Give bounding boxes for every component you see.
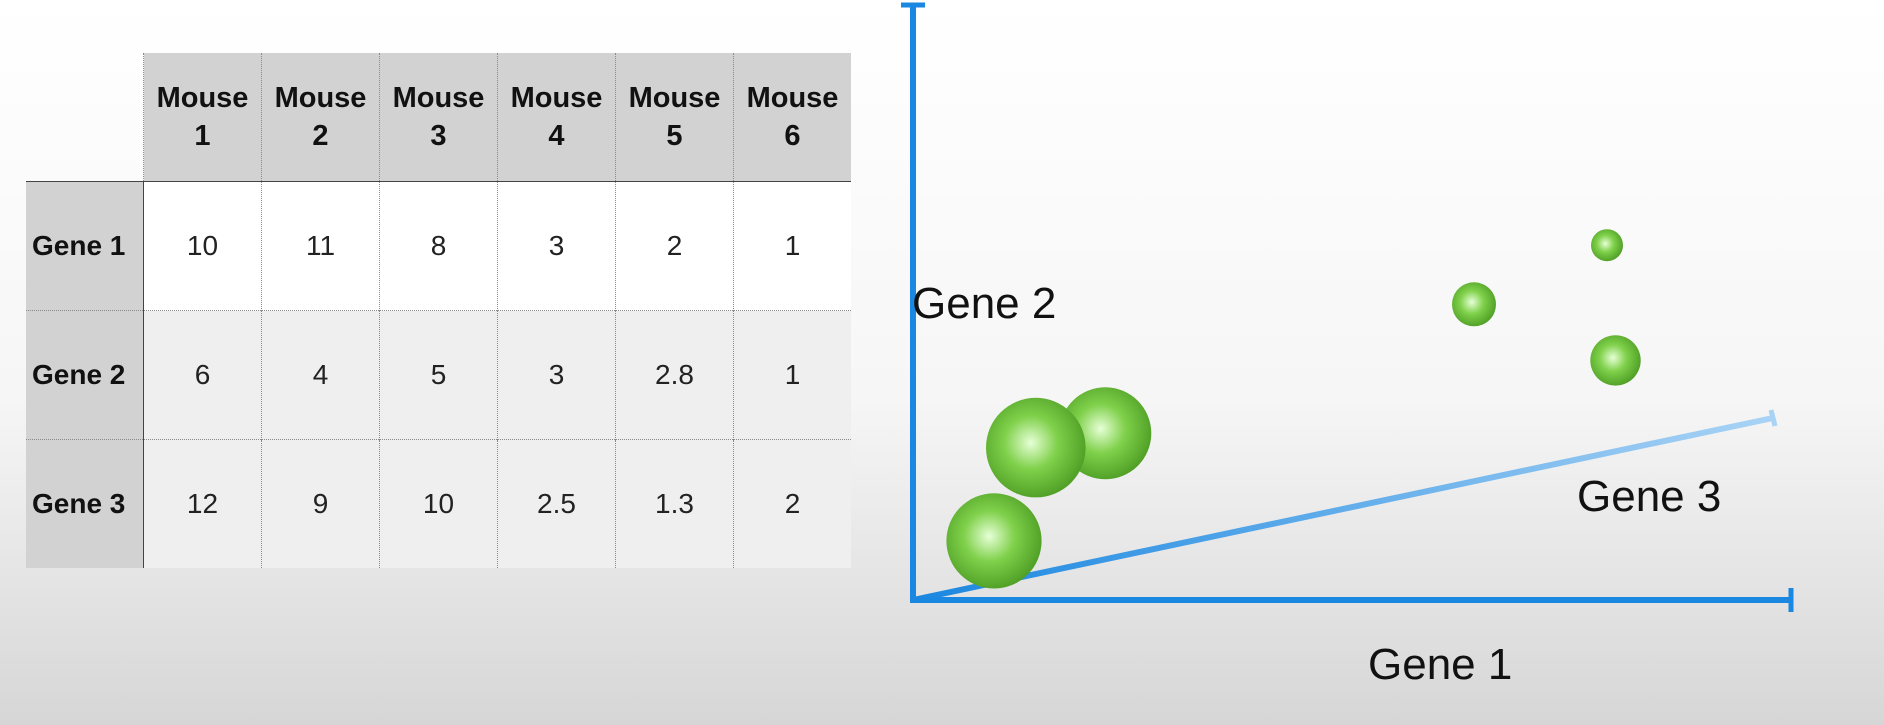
row-header-gene-1: Gene 1 <box>26 181 144 311</box>
table-cell: 1.3 <box>615 439 734 568</box>
table-cell: 3 <box>497 310 616 440</box>
table-cell: 1 <box>733 310 851 440</box>
table-cell: 5 <box>379 310 498 440</box>
points-group <box>946 229 1641 589</box>
z-axis-end-cap <box>1768 409 1778 427</box>
table-cell: 3 <box>497 181 616 311</box>
table-row-gene-3: Gene 3 12 9 10 2.5 1.3 2 <box>26 439 851 568</box>
table-cell: 9 <box>261 439 380 568</box>
table-row-gene-1: Gene 1 10 11 8 3 2 1 <box>26 181 851 311</box>
table-cell: 6 <box>143 310 262 440</box>
table-cell: 2.5 <box>497 439 616 568</box>
column-header-mouse-6: Mouse 6 <box>733 53 851 182</box>
y-axis-label: Gene 2 <box>912 279 1056 328</box>
mouse-2-point <box>1590 335 1641 386</box>
mouse-3-point <box>1452 282 1496 327</box>
table-cell: 1 <box>733 181 851 311</box>
table-cell: 10 <box>379 439 498 568</box>
column-header-mouse-4: Mouse 4 <box>497 53 616 182</box>
column-header-mouse-2: Mouse 2 <box>261 53 380 182</box>
row-header-gene-2: Gene 2 <box>26 310 144 440</box>
table-row-gene-2: Gene 2 6 4 5 3 2.8 1 <box>26 310 851 440</box>
row-header-gene-3: Gene 3 <box>26 439 144 568</box>
table-corner <box>26 53 144 182</box>
mouse-6-point <box>946 493 1042 589</box>
table-cell: 10 <box>143 181 262 311</box>
expression-table-container: Mouse 1 Mouse 2 Mouse 3 Mouse 4 Mouse 5 Mouse… <box>26 53 851 568</box>
table-cell: 8 <box>379 181 498 311</box>
z-axis-line <box>912 415 1774 603</box>
column-header-mouse-5: Mouse 5 <box>615 53 734 182</box>
gene-expression-table: Mouse 1 Mouse 2 Mouse 3 Mouse 4 Mouse 5 Mouse… <box>26 53 851 568</box>
table-cell: 2 <box>733 439 851 568</box>
x-axis-label: Gene 1 <box>1368 640 1512 689</box>
mouse-5-point <box>986 397 1086 498</box>
axes-group <box>901 2 1794 612</box>
gene-3d-scatter-plot: Gene 2 Gene 3 Gene 1 <box>901 2 1794 689</box>
table-cell: 12 <box>143 439 262 568</box>
mouse-1-point <box>1591 229 1623 262</box>
table-cell: 2 <box>615 181 734 311</box>
table-cell: 2.8 <box>615 310 734 440</box>
z-axis-label: Gene 3 <box>1577 472 1721 521</box>
column-header-mouse-1: Mouse 1 <box>143 53 262 182</box>
column-header-mouse-3: Mouse 3 <box>379 53 498 182</box>
table-cell: 4 <box>261 310 380 440</box>
table-header-row: Mouse 1 Mouse 2 Mouse 3 Mouse 4 Mouse 5 Mouse… <box>26 53 851 182</box>
table-cell: 11 <box>261 181 380 311</box>
